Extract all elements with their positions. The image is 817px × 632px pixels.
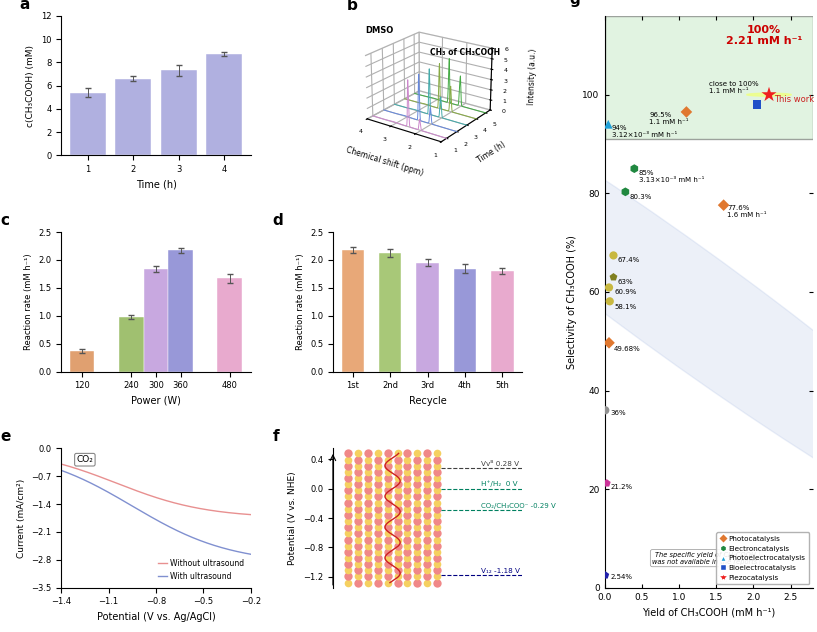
With ultrasound <box>194 537 204 544</box>
Text: 96.5%
1.1 mM h⁻¹: 96.5% 1.1 mM h⁻¹ <box>650 112 689 125</box>
Text: b: b <box>346 0 358 13</box>
Point <box>599 570 612 580</box>
Point <box>599 405 612 415</box>
X-axis label: Time (h): Time (h) <box>136 179 176 190</box>
Point <box>717 200 730 210</box>
Point <box>603 296 616 307</box>
Y-axis label: Time (h): Time (h) <box>475 140 507 165</box>
Y-axis label: Reaction rate (mM h⁻¹): Reaction rate (mM h⁻¹) <box>296 253 305 350</box>
Point <box>751 99 764 109</box>
Without ultrasound <box>118 482 128 489</box>
Point <box>602 337 615 348</box>
Text: 85%
3.13×10⁻³ mM h⁻¹: 85% 3.13×10⁻³ mM h⁻¹ <box>639 169 704 183</box>
Ellipse shape <box>320 37 817 567</box>
Y-axis label: Potential (V vs. NHE): Potential (V vs. NHE) <box>288 471 297 565</box>
Bar <box>491 271 514 372</box>
Text: CO₂/CH₃COO⁻ -0.29 V: CO₂/CH₃COO⁻ -0.29 V <box>480 502 556 509</box>
Text: CO₂: CO₂ <box>77 455 93 465</box>
Bar <box>342 250 364 372</box>
With ultrasound <box>193 536 203 544</box>
Line: Without ultrasound: Without ultrasound <box>61 464 251 514</box>
Bar <box>70 92 106 155</box>
With ultrasound <box>132 504 141 512</box>
X-axis label: Recycle: Recycle <box>408 396 447 406</box>
Y-axis label: Selectivity of CH₃COOH (%): Selectivity of CH₃COOH (%) <box>567 235 577 368</box>
Bar <box>144 269 168 372</box>
X-axis label: Power (W): Power (W) <box>131 396 181 406</box>
Text: H⁺/H₂  0 V: H⁺/H₂ 0 V <box>480 481 517 487</box>
Text: 60.9%: 60.9% <box>614 289 636 295</box>
Without ultrasound <box>193 504 203 512</box>
Text: DMSO: DMSO <box>365 25 393 35</box>
Text: a: a <box>20 0 30 12</box>
Bar <box>417 263 439 372</box>
Text: 94%
3.12×10⁻³ mM h⁻¹: 94% 3.12×10⁻³ mM h⁻¹ <box>612 125 677 138</box>
Point <box>607 272 620 282</box>
Without ultrasound <box>79 467 89 475</box>
X-axis label: Yield of CH₃COOH (mM h⁻¹): Yield of CH₃COOH (mM h⁻¹) <box>642 607 775 617</box>
Point <box>627 164 641 174</box>
X-axis label: Potential (V vs. Ag/AgCl): Potential (V vs. Ag/AgCl) <box>96 612 216 622</box>
Legend: Without ultrasound, With ultrasound: Without ultrasound, With ultrasound <box>155 556 247 584</box>
Text: 49.68%: 49.68% <box>614 346 641 351</box>
Text: e: e <box>1 429 11 444</box>
Point <box>618 187 632 197</box>
With ultrasound <box>176 528 185 536</box>
Text: d: d <box>272 213 283 228</box>
Point <box>600 478 614 489</box>
Text: 36%: 36% <box>610 410 626 416</box>
Text: CH₃ of CH₃COOH: CH₃ of CH₃COOH <box>431 48 501 57</box>
Text: g: g <box>569 0 580 8</box>
Line: With ultrasound: With ultrasound <box>61 470 251 554</box>
Text: 77.6%
1.6 mM h⁻¹: 77.6% 1.6 mM h⁻¹ <box>727 205 767 218</box>
Text: 58.1%: 58.1% <box>614 304 636 310</box>
Text: The specific yield of CH₃COOH
was not available in the reports: The specific yield of CH₃COOH was not av… <box>652 552 757 565</box>
Bar <box>70 351 95 372</box>
Without ultrasound <box>132 487 141 494</box>
Point <box>602 283 615 293</box>
Text: 67.4%: 67.4% <box>618 257 641 263</box>
Text: 80.3%: 80.3% <box>630 194 652 200</box>
Bar <box>160 70 197 155</box>
Without ultrasound <box>56 460 66 468</box>
Point <box>607 250 620 260</box>
Circle shape <box>747 93 792 96</box>
Text: f: f <box>272 429 279 444</box>
Text: This work: This work <box>775 95 815 104</box>
Legend: Photocatalysis, Electroncatalysis, Photoelectrocatalysis, Bioelectrocatalysis, P: Photocatalysis, Electroncatalysis, Photo… <box>717 532 810 584</box>
Bar <box>379 253 401 372</box>
Y-axis label: Reaction rate (mM h⁻¹): Reaction rate (mM h⁻¹) <box>24 253 33 350</box>
Text: 21.2%: 21.2% <box>610 483 632 490</box>
Point <box>762 90 775 100</box>
Text: c: c <box>1 213 10 228</box>
With ultrasound <box>246 550 256 558</box>
X-axis label: Chemical shift (ppm): Chemical shift (ppm) <box>346 145 425 178</box>
Bar <box>115 78 151 155</box>
With ultrasound <box>56 466 66 474</box>
Text: 63%: 63% <box>618 279 633 284</box>
Point <box>602 119 615 130</box>
Text: 100%
2.21 mM h⁻¹: 100% 2.21 mM h⁻¹ <box>725 25 802 46</box>
Bar <box>217 278 242 372</box>
Text: V₁₂ -1.18 V: V₁₂ -1.18 V <box>480 568 520 574</box>
Bar <box>453 269 476 372</box>
Point <box>680 107 693 117</box>
Text: 2.54%: 2.54% <box>610 574 632 580</box>
Y-axis label: c(CH₃COOH) (mM): c(CH₃COOH) (mM) <box>26 44 35 126</box>
With ultrasound <box>79 476 89 483</box>
Without ultrasound <box>194 504 204 512</box>
Text: Vᴠᴮ 0.28 V: Vᴠᴮ 0.28 V <box>480 461 519 467</box>
FancyBboxPatch shape <box>605 16 813 139</box>
Text: close to 100%
1.1 mM h⁻¹: close to 100% 1.1 mM h⁻¹ <box>708 81 758 94</box>
Bar <box>206 54 242 155</box>
With ultrasound <box>118 497 128 504</box>
Y-axis label: Current (mA/cm²): Current (mA/cm²) <box>16 478 26 557</box>
Bar <box>168 250 193 372</box>
Without ultrasound <box>246 511 256 518</box>
Without ultrasound <box>176 501 185 508</box>
Bar <box>119 317 144 372</box>
